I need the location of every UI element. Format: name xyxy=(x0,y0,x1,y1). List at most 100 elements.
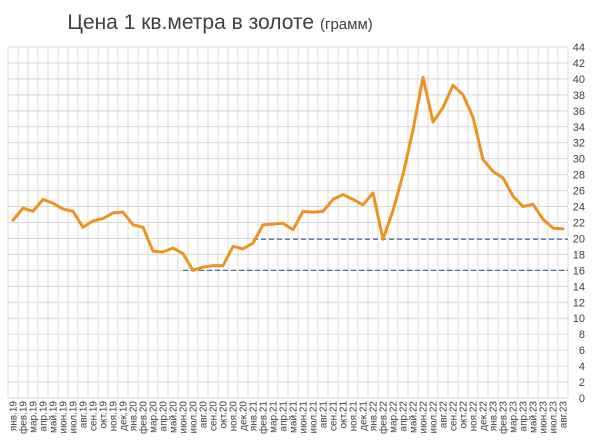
x-tick-label: окт.21 xyxy=(339,401,350,429)
data-point xyxy=(342,193,344,196)
x-tick-label: дек.20 xyxy=(239,401,250,431)
data-point xyxy=(142,226,144,229)
series-line xyxy=(11,75,565,272)
data-point xyxy=(302,210,304,213)
x-tick-label: окт.19 xyxy=(99,401,110,429)
data-point xyxy=(72,210,74,213)
x-tick-label: янв.22 xyxy=(369,401,380,432)
y-tick-label: 6 xyxy=(579,345,585,357)
data-point xyxy=(212,264,214,267)
data-point xyxy=(382,238,384,241)
x-tick-label: янв.19 xyxy=(9,401,20,432)
y-tick-label: 34 xyxy=(573,122,585,134)
data-point xyxy=(122,211,124,213)
data-point xyxy=(562,228,564,230)
data-point xyxy=(542,218,544,221)
y-tick-label: 28 xyxy=(573,170,585,182)
data-point xyxy=(322,210,324,213)
data-point xyxy=(202,266,204,268)
y-tick-label: 26 xyxy=(573,186,585,198)
data-point xyxy=(172,247,174,249)
data-point xyxy=(92,220,94,222)
x-tick-label: апр.21 xyxy=(279,401,290,432)
data-point xyxy=(132,224,134,226)
data-point xyxy=(22,207,24,209)
y-tick-label: 38 xyxy=(573,90,585,102)
x-tick-label: июн.20 xyxy=(179,401,190,434)
x-tick-label: ноя.20 xyxy=(229,401,240,432)
x-tick-label: сен.21 xyxy=(329,401,340,431)
y-tick-label: 4 xyxy=(579,361,585,373)
x-tick-label: дек.22 xyxy=(479,401,490,431)
data-point xyxy=(82,226,84,229)
y-tick-label: 0 xyxy=(579,393,585,405)
x-tick-label: янв.21 xyxy=(249,401,260,432)
data-point xyxy=(502,177,504,179)
x-tick-label: апр.22 xyxy=(399,401,410,432)
x-tick-label: янв.23 xyxy=(489,401,500,432)
y-tick-label: 20 xyxy=(573,233,585,245)
data-point xyxy=(52,202,54,205)
x-tick-label: мар.20 xyxy=(149,401,160,433)
x-tick-label: фев.20 xyxy=(138,401,150,434)
x-tick-label: мар.22 xyxy=(389,401,400,433)
x-tick-label: июл.20 xyxy=(189,401,200,434)
data-point xyxy=(412,129,414,131)
x-tick-label: авг.19 xyxy=(79,401,90,429)
x-tick-label: авг.20 xyxy=(199,401,210,429)
y-axis-ticks: 0246810121416182022242628303234363840424… xyxy=(573,42,585,405)
data-point xyxy=(32,210,34,213)
x-tick-label: окт.20 xyxy=(219,401,230,429)
x-tick-label: ноя.21 xyxy=(349,401,360,432)
data-point xyxy=(112,212,114,214)
y-tick-label: 32 xyxy=(573,138,585,150)
y-tick-label: 44 xyxy=(573,42,585,54)
x-tick-label: май.23 xyxy=(529,401,540,433)
data-point xyxy=(292,228,294,231)
x-tick-label: май.22 xyxy=(409,401,420,433)
series-lines xyxy=(11,75,565,272)
data-point xyxy=(332,198,334,201)
x-tick-label: янв.20 xyxy=(129,401,140,432)
x-tick-label: окт.22 xyxy=(459,401,470,429)
y-tick-label: 2 xyxy=(579,377,585,389)
x-tick-label: фев.22 xyxy=(378,401,390,434)
data-point xyxy=(482,158,484,161)
data-point xyxy=(492,170,494,173)
x-tick-label: ноя.22 xyxy=(469,401,480,432)
x-tick-label: апр.19 xyxy=(39,401,50,432)
data-point xyxy=(362,204,364,206)
data-point xyxy=(182,252,184,255)
x-tick-label: май.21 xyxy=(289,401,300,433)
chart-title: Цена 1 кв.метра в золоте xyxy=(67,11,314,34)
x-tick-label: май.20 xyxy=(169,401,180,433)
x-tick-label: июл.22 xyxy=(429,401,440,434)
data-point xyxy=(232,245,234,248)
x-tick-label: авг.23 xyxy=(559,401,570,429)
data-point xyxy=(442,106,444,109)
x-tick-label: фев.19 xyxy=(18,401,30,434)
x-tick-label: июн.23 xyxy=(539,401,550,434)
y-tick-label: 18 xyxy=(573,249,585,261)
data-point xyxy=(252,242,254,245)
data-point xyxy=(472,116,474,118)
data-point xyxy=(12,219,14,221)
x-tick-label: май.19 xyxy=(49,401,60,433)
x-tick-label: дек.21 xyxy=(359,401,370,431)
chart-subtitle: (грамм) xyxy=(320,16,373,33)
data-point xyxy=(242,248,244,250)
data-point xyxy=(422,76,424,79)
y-tick-label: 12 xyxy=(573,297,585,309)
data-point xyxy=(452,84,454,87)
x-tick-label: сен.19 xyxy=(89,401,100,431)
data-point xyxy=(392,209,394,212)
data-point xyxy=(272,223,274,225)
x-tick-label: ноя.19 xyxy=(109,401,120,432)
data-point xyxy=(432,121,434,123)
x-tick-label: июн.22 xyxy=(419,401,430,434)
x-tick-label: мар.19 xyxy=(29,401,40,433)
reference-lines xyxy=(183,238,568,271)
y-tick-label: 40 xyxy=(573,74,585,86)
